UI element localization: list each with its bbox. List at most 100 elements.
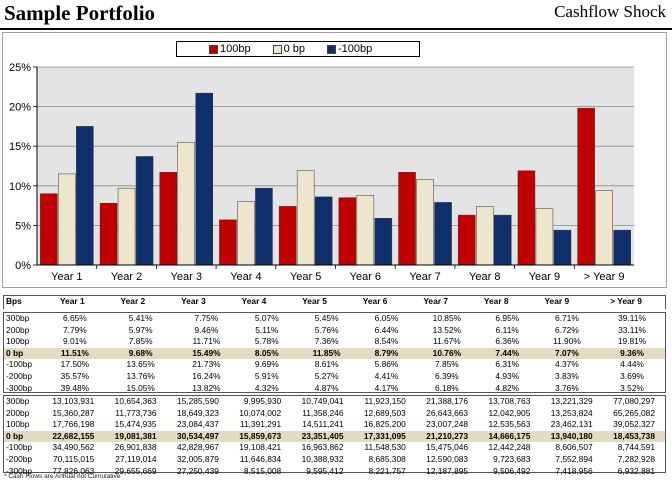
table-cell: 33.11% (618, 324, 646, 335)
footnote: * Cash Flows are Annual not Cumulative (4, 473, 121, 480)
table-cell: 27,119,014 (115, 453, 157, 464)
row-label: 0 bp (4, 430, 42, 443)
table-cell: 10,654,363 (114, 396, 157, 406)
table-cell: 10,388,932 (301, 453, 344, 464)
table-cell: 17,331,095 (353, 430, 416, 443)
table-cell: 11,923,150 (364, 396, 406, 406)
table-cell: 11,773,736 (115, 407, 157, 418)
table-cell: 10.85% (432, 313, 462, 323)
bar-100bp-3 (159, 172, 177, 266)
column-header: Year 9 (544, 296, 570, 306)
table-cell: 9.36% (599, 347, 665, 360)
table-cell: 10,749,041 (301, 396, 344, 406)
table-cell: 8.79% (359, 347, 414, 360)
x-tick-label: Year 5 (290, 271, 321, 283)
table-row: -200bp 70,115,015 27,119,014 32,005,879 11,6… (4, 454, 665, 466)
table-cell: 39.48% (60, 382, 90, 393)
table-cell: 13,253,824 (550, 407, 593, 418)
table-cell: 23,007,248 (426, 419, 469, 430)
bar-minus100bp-1 (76, 126, 94, 266)
table-cell: 8,744,591 (617, 442, 655, 453)
table-cell: 8,685,308 (368, 453, 406, 464)
bar-100bp-1 (40, 193, 58, 266)
table-cell: 13.76% (126, 370, 155, 381)
table-cell: 21,210,273 (415, 430, 479, 443)
table-cell: 15.05% (126, 382, 155, 393)
table-cell: 9,506,492 (493, 465, 531, 476)
bar-0bp-5 (296, 170, 315, 266)
x-tick-label: Year 3 (171, 271, 202, 283)
bar-chart: 0% 5% 10% 15% 20% 25% Year 1 Year 2 Year 3 Year 4… (9, 62, 634, 283)
table-cell: 14,511,241 (302, 419, 344, 430)
table-cell: 30,534,497 (166, 430, 229, 443)
bar-minus100bp-7 (434, 202, 452, 266)
table-cell: 11,548,530 (364, 442, 406, 453)
table-cell: 16,825,200 (363, 419, 406, 430)
table-cell: 77,080,297 (613, 396, 655, 406)
table-cell: 5.45% (314, 313, 339, 323)
row-label: -200bp (6, 370, 33, 381)
table-cell: 19.81% (617, 336, 647, 347)
bar-0bp-1 (58, 173, 76, 266)
table-cell: 5.91% (254, 370, 279, 381)
row-label: -300bp (6, 382, 33, 393)
table-cell: 11.71% (192, 336, 221, 347)
table-cell: 9.01% (63, 336, 87, 347)
table-cell: 15,285,590 (176, 396, 219, 406)
table-cell: 65,265,082 (613, 407, 655, 418)
column-header: Year 4 (241, 296, 267, 306)
table-cell: 10,074,002 (239, 407, 282, 418)
table-cell: 35.57% (60, 370, 90, 381)
bar-100bp-10 (577, 107, 595, 266)
x-tick-label: Year 4 (230, 271, 261, 283)
table-cell: 15,859,673 (228, 430, 292, 443)
table-header-block: Bps Year 1 Year 2 Year 3 Year 4 Year 5 Year 6 Y… (3, 295, 666, 309)
table-cell: 12,590,083 (426, 453, 469, 464)
table-cell: 18,453,738 (602, 430, 665, 443)
bar-100bp-7 (398, 172, 416, 266)
legend-label-100bp: 100bp (220, 43, 251, 55)
table-cell: 5.27% (314, 370, 339, 381)
column-header: Year 7 (423, 296, 448, 306)
bar-0bp-3 (177, 141, 195, 266)
row-label: -200bp (6, 453, 33, 464)
bar-0bp-9 (535, 208, 554, 266)
table-cell: 6.39% (434, 370, 459, 381)
column-header: Year 2 (120, 296, 146, 306)
y-tick-label: 15% (9, 141, 31, 153)
table-cell: 16,963,862 (301, 442, 344, 453)
table-cell: 13,708,763 (488, 396, 531, 406)
table-cell: 13,221,329 (550, 396, 593, 406)
x-tick-label: Year 2 (111, 271, 142, 283)
bar-100bp-6 (338, 197, 357, 266)
table-cell: 19,081,381 (104, 430, 167, 443)
table-cell: 13,940,180 (540, 430, 603, 443)
legend-label-minus100bp: -100bp (338, 43, 373, 55)
table-cell: 11,646,834 (239, 453, 282, 464)
table-cell: 12,042,905 (488, 407, 531, 418)
legend-swatch-100bp (209, 44, 218, 54)
table-cell: 39.11% (618, 313, 646, 323)
table-cell: 7.75% (194, 313, 219, 323)
table-cell: 5.86% (374, 359, 399, 370)
bar-minus100bp-10 (613, 229, 631, 266)
table-cell: 5.11% (255, 324, 279, 335)
row-label: 300bp (6, 396, 30, 406)
bar-minus100bp-9 (553, 229, 572, 266)
column-header: Year 8 (483, 296, 509, 306)
table-cell: 5.97% (128, 324, 153, 335)
table-cell: 11.67% (432, 336, 461, 347)
table-cell: 11.90% (553, 336, 581, 347)
y-tick-label: 10% (9, 181, 31, 193)
table-cell: 5.41% (128, 313, 153, 323)
table-cell: 21.73% (192, 359, 221, 370)
table-cell: 6.31% (495, 359, 520, 370)
table-cell: 42,828,967 (176, 442, 219, 453)
table-cell: 7.85% (128, 336, 153, 347)
table-cell: 6.71% (555, 313, 579, 323)
x-tick-label: Year 6 (350, 271, 381, 283)
x-tick-label: > Year 9 (584, 271, 625, 283)
table-cell: 8.05% (239, 347, 295, 360)
table-header-row: Bps Year 1 Year 2 Year 3 Year 4 Year 5 Year 6 Y… (4, 296, 665, 308)
bar-0bp-6 (356, 195, 375, 266)
